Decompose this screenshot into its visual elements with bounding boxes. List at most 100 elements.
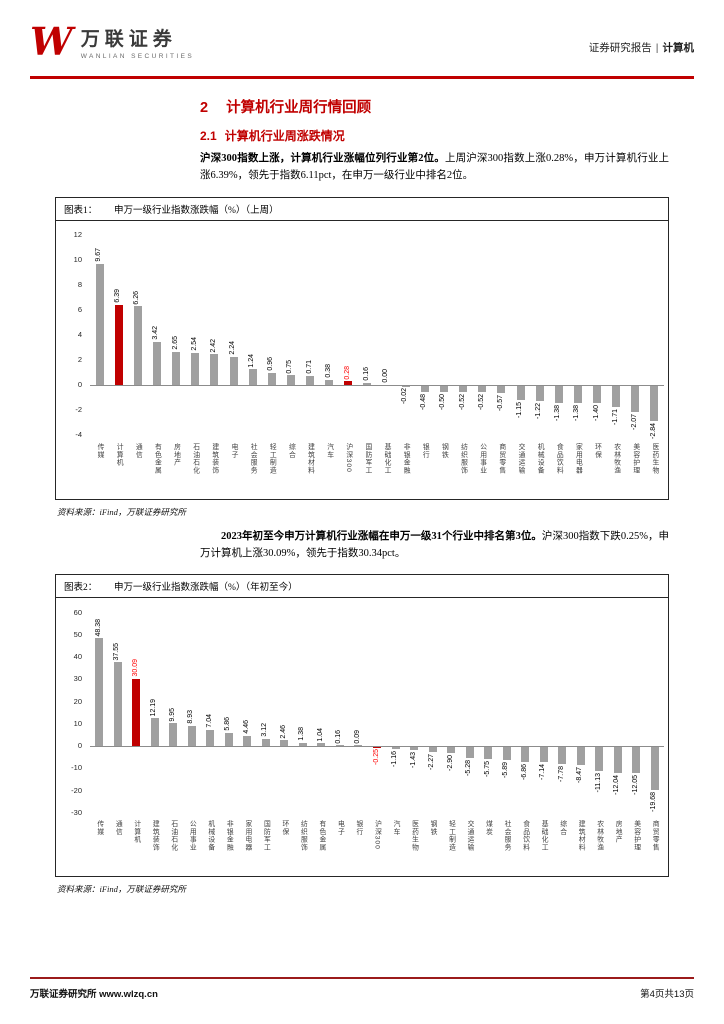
bar-value-label: -0.48 xyxy=(420,393,428,410)
bar xyxy=(169,723,178,746)
y-tick-label: -10 xyxy=(71,763,82,773)
figure2-bar-chart: 60 50 40 30 20 10 0 -10 -20 -30 48.38 传媒 37.55 通信 30.0… xyxy=(56,598,668,876)
bar xyxy=(224,732,233,746)
bar xyxy=(150,718,159,746)
x-category-label: 建筑材料 xyxy=(577,820,585,852)
x-category-label: 交通运输 xyxy=(516,442,524,474)
bar-value-label: -1.22 xyxy=(535,402,543,419)
x-category-label: 银行 xyxy=(421,442,429,459)
x-category-label: 公用事业 xyxy=(188,820,196,852)
bar-value-label: 1.38 xyxy=(298,726,306,741)
bar xyxy=(286,375,295,385)
bar xyxy=(261,738,270,746)
y-tick-label: 60 xyxy=(73,607,82,617)
bar xyxy=(516,385,525,400)
bar-value-label: 0.28 xyxy=(343,365,351,380)
x-category-label: 石油石化 xyxy=(191,442,199,474)
y-tick-label: 0 xyxy=(77,380,82,390)
x-axis-line xyxy=(90,384,664,386)
x-category-label: 煤炭 xyxy=(484,820,492,836)
bar-value-label: -1.16 xyxy=(391,751,399,768)
bar-value-label: -7.78 xyxy=(557,765,565,782)
x-category-label: 汽车 xyxy=(391,820,399,836)
x-category-label: 医药生物 xyxy=(410,820,418,852)
bar xyxy=(595,746,604,772)
x-category-label: 轻工制造 xyxy=(447,820,455,852)
bar-value-label: 2.65 xyxy=(171,335,179,350)
y-tick-label: -30 xyxy=(71,807,82,817)
bar-value-label: -0.02 xyxy=(401,387,409,404)
bar-value-label: -1.43 xyxy=(409,751,417,768)
bar xyxy=(229,356,238,385)
x-category-label: 机械设备 xyxy=(536,442,544,474)
x-category-label: 钢铁 xyxy=(440,442,448,459)
figure2-source: 资料来源：iFind，万联证券研究所 xyxy=(57,884,186,895)
bar-value-label: -2.07 xyxy=(630,413,638,430)
y-tick-label: 10 xyxy=(73,718,82,728)
x-category-label: 电子 xyxy=(336,820,344,836)
wanlian-logo-icon: W xyxy=(30,18,73,64)
y-tick-label: 30 xyxy=(73,674,82,684)
bar-value-label: 8.93 xyxy=(187,710,195,724)
x-category-label: 机械设备 xyxy=(206,820,214,852)
bar-value-label: -0.25 xyxy=(372,749,380,766)
bar xyxy=(172,351,181,385)
bar-value-label: 2.24 xyxy=(229,341,236,355)
bar xyxy=(298,742,307,746)
figure1-header: 图表1： 申万一级行业指数涨跌幅（%）（上周） xyxy=(56,198,668,221)
bar-value-label: 2.42 xyxy=(209,338,217,353)
subsection-heading: 2.1 计算机行业周涨跌情况 xyxy=(200,127,669,144)
bar-value-label: 0.16 xyxy=(362,367,370,381)
x-category-label: 有色金属 xyxy=(317,820,325,852)
bar xyxy=(248,369,257,385)
bar-value-label: -6.86 xyxy=(520,763,528,780)
bar xyxy=(650,385,659,422)
bar xyxy=(206,729,215,746)
bar-value-label: 7.04 xyxy=(205,714,213,728)
x-category-label: 轻工制造 xyxy=(268,442,276,474)
bar xyxy=(439,385,448,392)
bar-value-label: 37.55 xyxy=(113,642,121,661)
bar-value-label: 5.86 xyxy=(224,716,232,731)
bar-value-label: -12.05 xyxy=(631,775,639,796)
bar-value-label: 1.24 xyxy=(248,353,256,368)
x-category-label: 综合 xyxy=(558,820,566,836)
bar-value-label: 1.04 xyxy=(316,727,324,742)
y-tick-label: 6 xyxy=(77,305,82,315)
header-rule xyxy=(30,76,694,79)
y-tick-label: 10 xyxy=(73,255,82,265)
x-category-label: 建筑装饰 xyxy=(210,442,218,474)
x-category-label: 国防军工 xyxy=(262,820,270,852)
x-category-label: 食品饮料 xyxy=(521,820,529,852)
figure1-box: 图表1： 申万一级行业指数涨跌幅（%）（上周） 12 10 8 6 4 2 0 -2 -4 9.6… xyxy=(55,196,669,500)
figure2-box: 图表2： 申万一级行业指数涨跌幅（%）（年初至今） 60 50 40 30 20 10 0 -… xyxy=(55,574,669,878)
brand-names: 万联证券 WANLIAN SECURITIES xyxy=(81,24,194,60)
x-category-label: 美容护理 xyxy=(631,442,639,474)
x-category-label: 家用电器 xyxy=(574,442,582,474)
bar-value-label: -1.40 xyxy=(592,405,600,422)
x-category-label: 汽车 xyxy=(325,442,333,459)
bar-value-label: -1.38 xyxy=(573,404,581,421)
footer-site-link[interactable]: 万联证券研究所 www.wlzq.cn xyxy=(30,989,158,1000)
brand-name-en: WANLIAN SECURITIES xyxy=(80,53,195,60)
bar-value-label: -0.57 xyxy=(496,394,504,411)
bar-value-label: -19.68 xyxy=(650,792,658,813)
bar-value-label: -5.75 xyxy=(483,761,491,778)
x-category-label: 房地产 xyxy=(614,820,622,844)
bar-value-label: 30.09 xyxy=(131,659,139,677)
bar-value-label: 0.16 xyxy=(335,729,343,744)
bar-value-label: 2.54 xyxy=(190,337,198,351)
paragraph-week-lead: 沪深300指数上涨，计算机行业涨幅位列行业第2位。 xyxy=(200,153,445,164)
bar xyxy=(428,746,437,752)
paragraph-ytd-lead: 2023年初至今申万计算机行业涨幅在申万一级31个行业中排名第3位。 xyxy=(221,530,542,542)
x-category-label: 社会服务 xyxy=(249,442,257,474)
x-category-label: 非银金融 xyxy=(402,442,410,474)
bar xyxy=(497,385,506,393)
bar-value-label: -0.52 xyxy=(458,394,466,411)
figure2-title: 申万一级行业指数涨跌幅（%）（年初至今） xyxy=(114,583,298,594)
y-tick-label: -20 xyxy=(71,785,82,795)
page-number: 第4页共13页 xyxy=(640,989,694,1000)
x-category-label: 建筑材料 xyxy=(306,442,314,474)
bar-value-label: 6.39 xyxy=(114,289,122,303)
x-category-label: 建筑装饰 xyxy=(151,820,159,852)
